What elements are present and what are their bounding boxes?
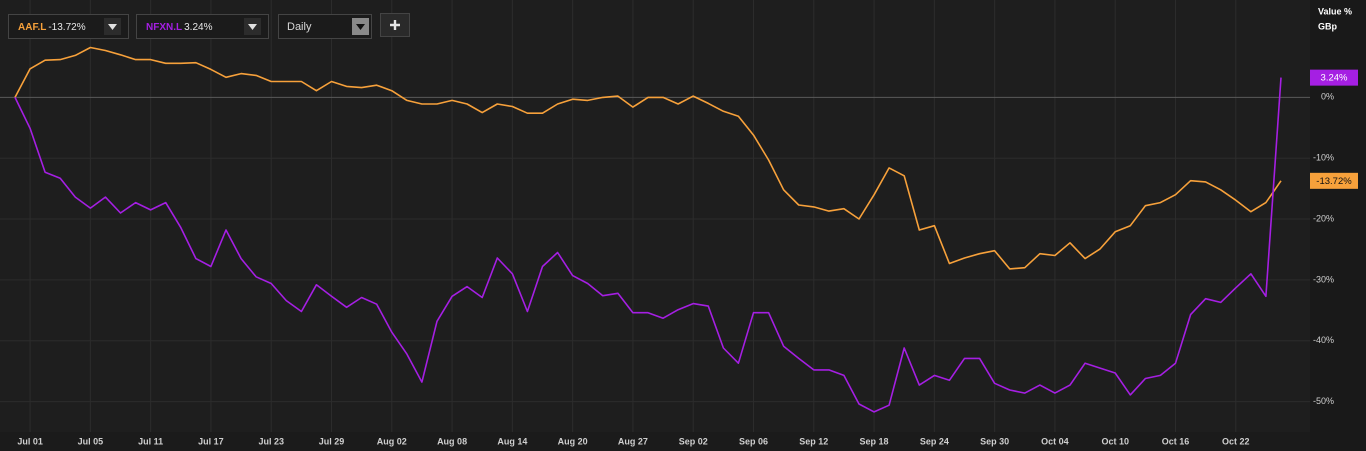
x-tick-label: Oct 16 bbox=[1162, 436, 1190, 446]
y-tick-label: 0% bbox=[1321, 92, 1334, 102]
x-tick-label: Jul 23 bbox=[258, 436, 284, 446]
legend-name: AAF.L bbox=[18, 22, 46, 33]
y-tick-label: -40% bbox=[1313, 335, 1334, 345]
axes: Jul 01 Jul 05 Jul 11 Jul 17 Jul 23 Jul 29 Aug … bbox=[17, 69, 1358, 446]
legend: AAF.L -13.72% NFXN.L 3.24% bbox=[8, 14, 269, 39]
dropdown-arrow bbox=[248, 24, 257, 30]
series-line bbox=[14, 46, 1282, 270]
series-line bbox=[14, 77, 1282, 413]
x-tick-label: Aug 27 bbox=[618, 436, 648, 446]
grid bbox=[0, 0, 1310, 432]
value-tag-label: -13.72% bbox=[1316, 176, 1352, 187]
x-tick-label: Jul 29 bbox=[319, 436, 345, 446]
y-tick-label: -50% bbox=[1313, 396, 1334, 406]
y-tick-label: -20% bbox=[1313, 213, 1334, 223]
axis-panel bbox=[1310, 0, 1366, 451]
x-tick-label: Aug 02 bbox=[377, 436, 407, 446]
dropdown-arrow bbox=[356, 24, 365, 30]
axis-header: Value % bbox=[1318, 6, 1352, 16]
legend-entry: AAF.L -13.72% bbox=[18, 22, 86, 33]
x-tick-label: Sep 02 bbox=[679, 436, 708, 446]
x-tick-label: Jul 05 bbox=[78, 436, 104, 446]
plus-icon bbox=[390, 20, 400, 30]
x-tick-label: Aug 20 bbox=[558, 436, 588, 446]
x-tick-label: Sep 24 bbox=[920, 436, 949, 446]
x-tick-label: Oct 22 bbox=[1222, 436, 1250, 446]
select-label[interactable]: Daily bbox=[287, 21, 312, 33]
add-button[interactable] bbox=[380, 13, 410, 37]
y-tick-label: -10% bbox=[1313, 153, 1334, 163]
x-tick-label: Jul 01 bbox=[17, 436, 43, 446]
value-tag-label: 3.24% bbox=[1321, 73, 1348, 84]
x-tick-label: Oct 04 bbox=[1041, 436, 1069, 446]
value-tag bbox=[1310, 69, 1358, 86]
legend-value: 3.24% bbox=[184, 22, 212, 33]
legend-name: NFXN.L bbox=[146, 22, 182, 33]
x-tick-label: Aug 08 bbox=[437, 436, 467, 446]
x-tick-label: Sep 18 bbox=[860, 436, 889, 446]
x-tick-label: Sep 12 bbox=[799, 436, 828, 446]
x-tick-label: Jul 17 bbox=[198, 436, 224, 446]
y-tick-label: -30% bbox=[1313, 274, 1334, 284]
interval-select[interactable]: Daily bbox=[278, 14, 372, 39]
x-tick-label: Sep 06 bbox=[739, 436, 768, 446]
series-lines bbox=[14, 46, 1282, 413]
dropdown-arrow bbox=[108, 24, 117, 30]
x-tick-label: Aug 14 bbox=[497, 436, 527, 446]
axis-header: GBp bbox=[1318, 21, 1338, 31]
x-tick-label: Jul 11 bbox=[138, 436, 163, 446]
value-tag bbox=[1310, 172, 1358, 189]
legend-entry: NFXN.L 3.24% bbox=[146, 22, 213, 33]
plot-area bbox=[0, 0, 1310, 432]
x-tick-label: Sep 30 bbox=[980, 436, 1009, 446]
legend-value: -13.72% bbox=[48, 22, 85, 33]
x-tick-label: Oct 10 bbox=[1101, 436, 1129, 446]
